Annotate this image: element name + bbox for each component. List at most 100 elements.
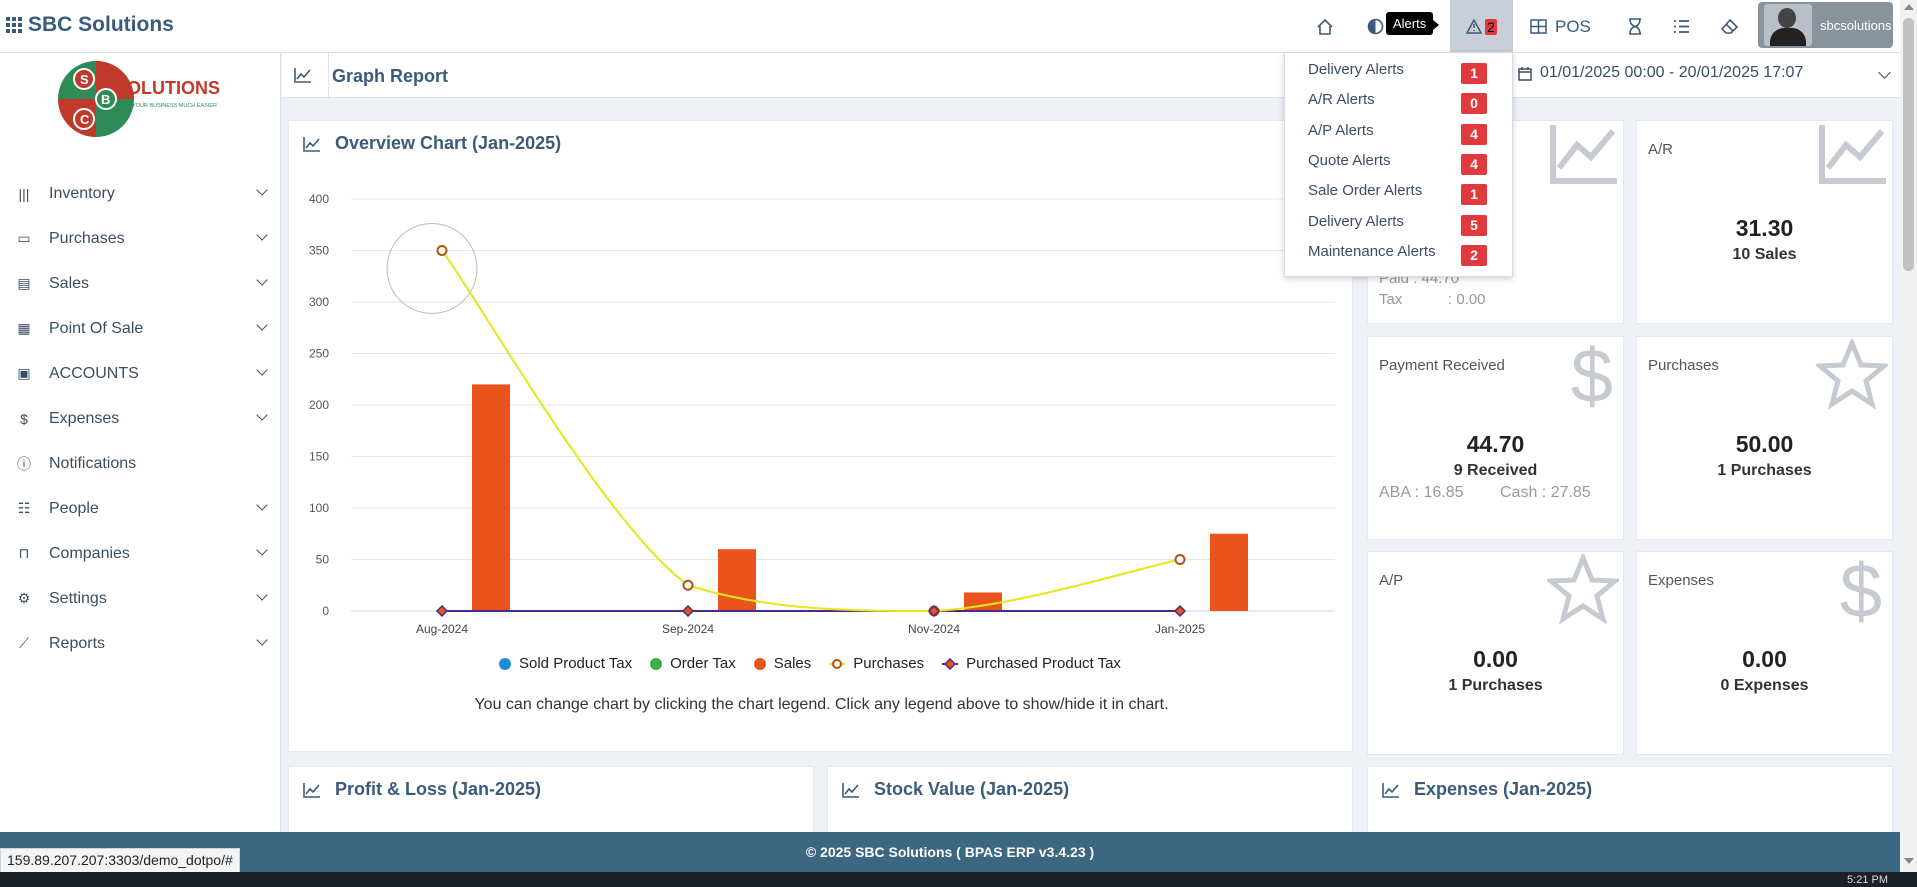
page-scrollbar[interactable] — [1900, 0, 1917, 872]
money-icon: ▭ — [17, 230, 31, 246]
legend-label: Sales — [773, 655, 812, 672]
chevron-down-icon[interactable] — [256, 274, 268, 286]
chart-help-note: You can change chart by clicking the cha… — [474, 696, 1169, 713]
legend-label: Purchases — [853, 655, 925, 672]
sidebar-item-purchases[interactable]: ▭ Purchases — [0, 216, 281, 261]
page-title: Graph Report — [332, 66, 449, 86]
alerts-button[interactable]: 2 — [1450, 0, 1513, 53]
alert-menu-item[interactable]: Quote Alerts — [1308, 151, 1391, 169]
y-tick-label: 200 — [309, 398, 329, 412]
sidebar-item-inventory[interactable]: ||| Inventory — [0, 171, 281, 216]
alert-menu-item[interactable]: Maintenance Alerts — [1308, 242, 1436, 260]
sales-bar — [472, 384, 510, 611]
purchased-tax-point — [681, 604, 695, 618]
apps-grid-icon[interactable] — [6, 17, 22, 33]
sidebar-item-label: People — [49, 499, 99, 517]
sidebar-item-reports[interactable]: ⟋ Reports — [0, 621, 281, 666]
ap-label: A/P — [1379, 572, 1404, 589]
line-chart-icon — [294, 67, 312, 88]
legend-item[interactable]: Order Tax — [650, 655, 736, 672]
legend-item[interactable]: Sales — [753, 655, 812, 672]
sidebar-item-label: Purchases — [49, 229, 125, 247]
expenses-panel-header: Expenses (Jan-2025) — [1382, 779, 1592, 800]
legend-item[interactable]: Purchases — [829, 655, 924, 672]
sales-bar — [1210, 533, 1248, 611]
alert-menu-item[interactable]: A/R Alerts — [1308, 91, 1375, 109]
top-navbar: SBC Solutions Alerts 2 POS sbcsolutions — [0, 0, 1917, 53]
sales-tax-label: Tax — [1379, 291, 1403, 308]
brand[interactable]: SBC Solutions — [6, 13, 174, 37]
legend-item[interactable]: Purchased Product Tax — [942, 655, 1121, 672]
theme-toggle-icon[interactable] — [1360, 0, 1390, 53]
legend-label: Sold Product Tax — [519, 655, 633, 672]
avatar — [1764, 4, 1812, 46]
sidebar-item-label: Settings — [49, 589, 107, 607]
purchases-point — [436, 245, 448, 256]
alert-menu-item[interactable]: Delivery Alerts — [1308, 212, 1404, 230]
card-payment-received[interactable]: Payment Received $ 44.70 9 Received ABA … — [1367, 336, 1624, 540]
sidebar-item-companies[interactable]: ⊓ Companies — [0, 531, 281, 576]
pos-button[interactable]: POS — [1530, 0, 1591, 53]
card-expenses[interactable]: Expenses $ 0.00 0 Expenses — [1636, 551, 1893, 755]
chevron-down-icon[interactable] — [256, 184, 268, 196]
line-chart-icon — [842, 782, 859, 798]
sidebar-item-point-of-sale[interactable]: ▦ Point Of Sale — [0, 306, 281, 351]
chevron-down-icon[interactable] — [256, 544, 268, 556]
eraser-icon[interactable] — [1714, 0, 1744, 53]
alert-count-badge: 2 — [1461, 244, 1487, 266]
alert-count-badge: 1 — [1461, 63, 1487, 84]
chart-legend: Sold Product Tax Order Tax Sales Purchases P… — [499, 655, 1121, 672]
scrollbar-thumb[interactable] — [1903, 18, 1914, 271]
gear-icon: ⚙ — [17, 590, 31, 606]
alert-menu-item[interactable]: Sale Order Alerts — [1308, 182, 1423, 200]
legend-item[interactable]: Sold Product Tax — [499, 655, 632, 672]
date-range-picker[interactable]: 01/01/2025 00:00 - 20/01/2025 17:07 — [1518, 64, 1891, 82]
sidebar-item-label: Companies — [49, 544, 130, 562]
barcode-icon: ||| — [18, 185, 30, 202]
dollar-watermark-icon: $ — [1570, 334, 1613, 419]
sidebar-item-label: Inventory — [49, 184, 115, 202]
chevron-down-icon[interactable] — [256, 364, 268, 376]
line-chart-watermark-icon — [1549, 123, 1619, 195]
page-header: Graph Report — [282, 53, 1900, 98]
chevron-down-icon[interactable] — [256, 319, 268, 331]
alerts-tooltip: Alerts — [1386, 12, 1440, 35]
legend-label: Order Tax — [670, 655, 736, 672]
user-menu[interactable]: sbcsolutions — [1758, 2, 1893, 48]
app-title[interactable]: SBC Solutions — [28, 13, 174, 36]
chevron-down-icon[interactable] — [256, 634, 268, 646]
sidebar-item-notifications[interactable]: ⓘ Notifications — [0, 441, 281, 486]
sidebar-item-people[interactable]: ☷ People — [0, 486, 281, 531]
sales-tax-value: : 0.00 — [1448, 291, 1486, 308]
sidebar-item-settings[interactable]: ⚙ Settings — [0, 576, 281, 621]
card-ar[interactable]: A/R 31.30 10 Sales — [1636, 120, 1893, 324]
star-watermark-icon — [1813, 336, 1891, 419]
line-chart-watermark-icon — [1818, 123, 1888, 195]
card-purchases[interactable]: Purchases 50.00 1 Purchases — [1636, 336, 1893, 540]
scroll-up-arrow-icon[interactable] — [1904, 4, 1914, 10]
payment-sub: 9 Received — [1453, 462, 1538, 479]
home-icon[interactable] — [1310, 0, 1340, 53]
card-ap[interactable]: A/P 0.00 1 Purchases — [1367, 551, 1624, 755]
purchased-tax-point — [927, 604, 941, 618]
sidebar-item-sales[interactable]: ▤ Sales — [0, 261, 281, 306]
scroll-down-arrow-icon[interactable] — [1904, 858, 1914, 864]
hourglass-icon[interactable] — [1620, 0, 1650, 53]
stock-value-panel: Stock Value (Jan-2025) — [827, 766, 1353, 836]
ap-value: 0.00 — [1473, 646, 1518, 672]
receipt-icon: ▤ — [17, 275, 31, 291]
chevron-down-icon[interactable] — [256, 499, 268, 511]
purchased-tax-point — [1173, 604, 1187, 618]
alert-menu-item[interactable]: A/P Alerts — [1308, 121, 1374, 139]
footer: © 2025 SBC Solutions ( BPAS ERP v3.4.23 … — [0, 832, 1900, 872]
line-chart-icon — [1382, 782, 1399, 798]
alert-menu-item[interactable]: Delivery Alerts — [1308, 61, 1404, 78]
sidebar-item-label: Sales — [49, 274, 90, 292]
chevron-down-icon[interactable] — [256, 589, 268, 601]
list-icon[interactable] — [1666, 0, 1696, 53]
chevron-down-icon[interactable] — [256, 409, 268, 421]
sidebar-item-expenses[interactable]: $ Expenses — [0, 396, 281, 441]
sidebar-item-accounts[interactable]: ▣ ACCOUNTS — [0, 351, 281, 396]
alert-count-badge: 1 — [1461, 184, 1487, 206]
chevron-down-icon[interactable] — [256, 229, 268, 241]
